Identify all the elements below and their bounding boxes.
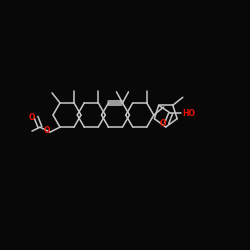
Text: O: O: [29, 112, 35, 122]
Text: O: O: [160, 119, 166, 128]
Text: O: O: [44, 126, 50, 134]
Text: HO: HO: [182, 109, 195, 118]
